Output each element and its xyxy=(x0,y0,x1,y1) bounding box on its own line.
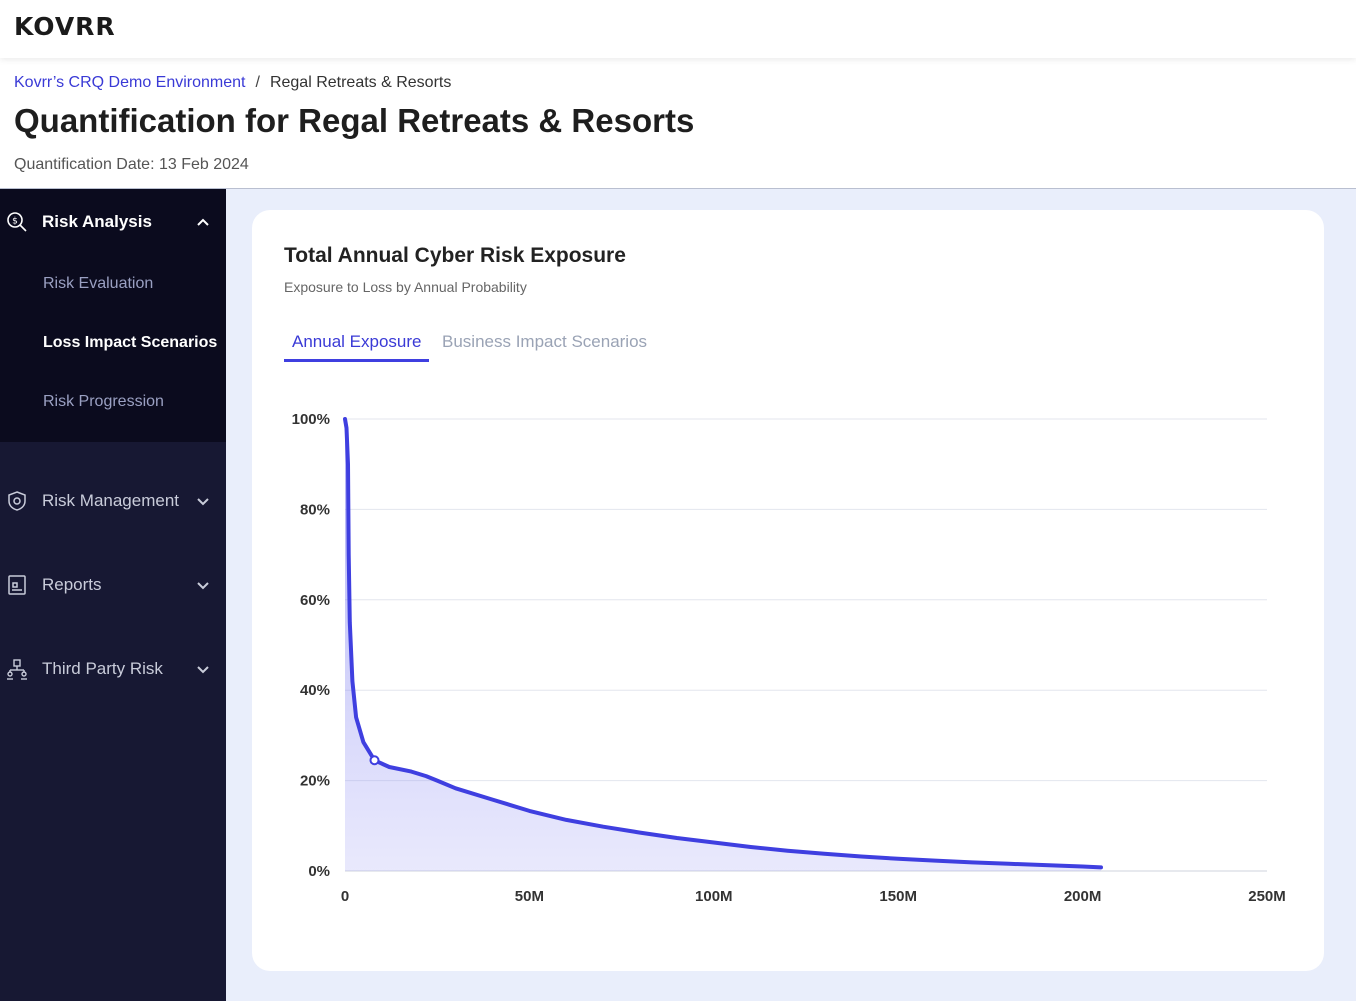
sidebar-item-reports[interactable]: Reports xyxy=(0,552,226,620)
series-area xyxy=(345,419,1101,871)
y-tick-label: 80% xyxy=(300,501,330,518)
x-tick-label: 100M xyxy=(695,888,733,905)
sidebar-group-risk-analysis: $ Risk Analysis Risk Evaluation Loss Imp… xyxy=(0,189,226,442)
main-content: Total Annual Cyber Risk Exposure Exposur… xyxy=(226,189,1356,1001)
card-subtitle: Exposure to Loss by Annual Probability xyxy=(284,279,527,295)
kovrr-logo[interactable]: KOVRR xyxy=(14,12,116,41)
breadcrumb-current: Regal Retreats & Resorts xyxy=(269,74,452,91)
y-tick-label: 20% xyxy=(300,773,330,790)
page-title: Quantification for Regal Retreats & Reso… xyxy=(14,102,695,139)
series-line-annual-exposure xyxy=(343,417,1103,870)
tab-business-impact-scenarios[interactable]: Business Impact Scenarios xyxy=(442,332,648,351)
highlight-point xyxy=(369,755,380,766)
x-tick-label: 50M xyxy=(515,888,544,905)
chevron-down-icon[interactable] xyxy=(194,660,212,678)
x-tick-label: 250M xyxy=(1248,888,1286,905)
page-header: Kovrr’s CRQ Demo Environment / Regal Retre… xyxy=(0,58,1356,189)
exposure-chart: 0% 20% 40% 60% 80% 100% 0 50M 100M 150M 200M 250M xyxy=(292,411,1286,905)
search-dollar-icon: $ xyxy=(7,212,27,232)
quantification-date: Quantification Date: 13 Feb 2024 xyxy=(14,156,249,173)
third-party-network-icon xyxy=(7,659,27,680)
exposure-card: Total Annual Cyber Risk Exposure Exposur… xyxy=(252,210,1324,971)
sidebar-item-label: Risk Management xyxy=(42,491,180,510)
sidebar-item-risk-analysis[interactable]: $ Risk Analysis xyxy=(0,189,226,257)
sidebar-subitem-risk-evaluation[interactable]: Risk Evaluation xyxy=(43,275,154,292)
breadcrumb-parent-link[interactable]: Kovrr’s CRQ Demo Environment xyxy=(14,74,246,91)
y-tick-label: 100% xyxy=(292,411,330,428)
report-icon xyxy=(8,575,26,595)
x-tick-label: 150M xyxy=(879,888,917,905)
tab-annual-exposure[interactable]: Annual Exposure xyxy=(284,332,430,362)
sidebar-subitem-loss-impact-scenarios[interactable]: Loss Impact Scenarios xyxy=(43,334,218,351)
sidebar-item-label: Risk Analysis xyxy=(42,212,152,231)
breadcrumb-separator: / xyxy=(255,74,260,91)
y-tick-label: 40% xyxy=(300,682,330,699)
sidebar-group-risk-management: Risk Management xyxy=(0,468,226,536)
sidebar-item-label: Third Party Risk xyxy=(42,659,163,678)
x-tick-label: 200M xyxy=(1064,888,1102,905)
chevron-down-icon[interactable] xyxy=(194,492,212,510)
y-tick-label: 0% xyxy=(308,863,330,880)
sidebar-item-risk-management[interactable]: Risk Management xyxy=(0,468,226,536)
card-title: Total Annual Cyber Risk Exposure xyxy=(284,244,626,267)
sidebar-subitem-risk-progression[interactable]: Risk Progression xyxy=(43,393,164,410)
sidebar-group-third-party-risk: Third Party Risk xyxy=(0,636,226,704)
shield-gear-icon xyxy=(8,491,26,511)
svg-text:$: $ xyxy=(12,217,18,227)
x-tick-label: 0 xyxy=(341,888,349,905)
chevron-up-icon[interactable] xyxy=(194,213,212,231)
sidebar-item-label: Reports xyxy=(42,575,102,594)
chevron-down-icon[interactable] xyxy=(194,576,212,594)
sidebar-group-reports: Reports xyxy=(0,552,226,620)
breadcrumb: Kovrr’s CRQ Demo Environment / Regal Retre… xyxy=(14,74,451,92)
sidebar-item-third-party-risk[interactable]: Third Party Risk xyxy=(0,636,226,704)
top-bar: KOVRR xyxy=(0,0,1356,58)
sidebar: $ Risk Analysis Risk Evaluation Loss Imp… xyxy=(0,189,226,1001)
y-tick-label: 60% xyxy=(300,592,330,609)
